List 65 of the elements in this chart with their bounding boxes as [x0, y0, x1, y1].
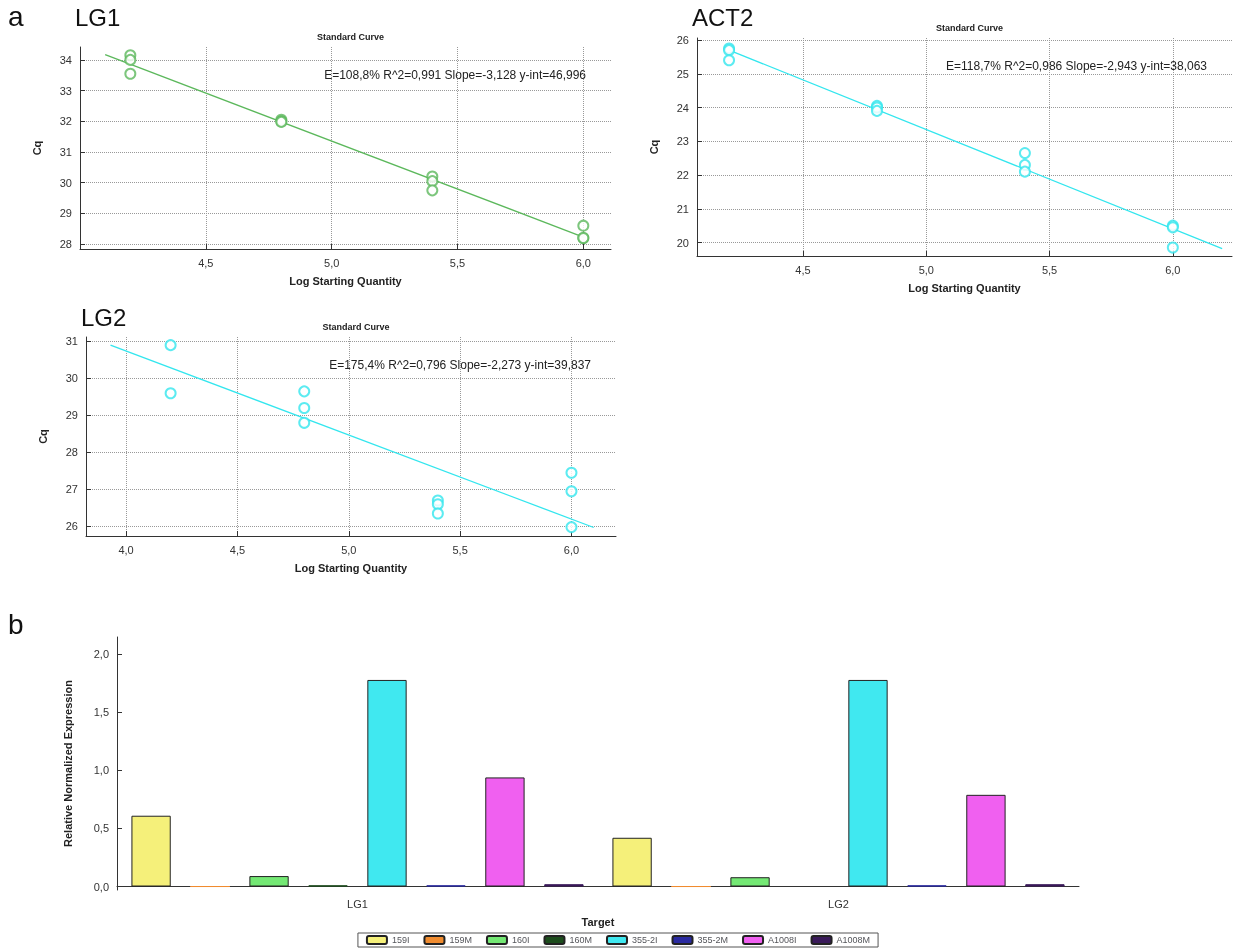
- y-tick-label: 33: [59, 84, 72, 97]
- y-axis-title: Cq: [30, 140, 43, 156]
- y-axis-title: Cq: [647, 139, 660, 155]
- x-tick-label: 4,5: [198, 256, 214, 269]
- legend-label: A1008I: [768, 935, 797, 945]
- y-tick-label: 1,5: [93, 706, 109, 719]
- chart-subtitle: Standard Curve: [316, 31, 385, 42]
- y-tick-label: 1,0: [93, 764, 109, 777]
- x-axis-title: Target: [581, 915, 615, 928]
- annotation: E=108,8% R^2=0,991 Slope=-3,128 y-int=46,996: [324, 68, 587, 82]
- y-tick-label: 31: [65, 335, 78, 348]
- legend-label: 355-2I: [631, 935, 658, 945]
- x-axis-title: Log Starting Quantity: [908, 281, 1022, 294]
- x-tick-label: 5,0: [341, 543, 357, 556]
- y-tick-label: 20: [676, 236, 689, 249]
- legend-label: 160M: [569, 935, 592, 945]
- y-tick-label: 27: [65, 483, 78, 496]
- y-tick-label: 21: [676, 202, 689, 215]
- y-tick-label: 0,0: [93, 880, 109, 893]
- y-tick-label: 26: [65, 520, 78, 533]
- y-tick-label: 23: [676, 135, 689, 148]
- y-tick-label: 25: [676, 67, 689, 80]
- x-tick-label: 5,5: [1041, 263, 1058, 276]
- y-tick-label: 34: [59, 53, 72, 66]
- y-tick-label: 30: [65, 372, 78, 385]
- y-axis-title: Cq: [36, 429, 49, 444]
- x-tick-label: 4,5: [229, 543, 246, 556]
- y-tick-label: 28: [59, 238, 72, 251]
- y-axis-title: Relative Normalized Expression: [61, 679, 74, 847]
- chart-subtitle: Standard Curve: [935, 22, 1004, 33]
- x-tick-label: 4,0: [118, 543, 134, 556]
- x-axis-title: Log Starting Quantity: [289, 274, 403, 287]
- y-tick-label: 29: [59, 207, 72, 220]
- y-tick-label: 2,0: [93, 648, 109, 661]
- y-tick-label: 22: [676, 169, 689, 182]
- annotation: E=118,7% R^2=0,986 Slope=-2,943 y-int=38,063: [946, 59, 1208, 73]
- x-tick-label: 4,5: [795, 263, 811, 276]
- legend-label: 355-2M: [697, 935, 729, 945]
- x-tick-label: 5,0: [324, 256, 340, 269]
- x-axis-title: Log Starting Quantity: [294, 561, 409, 574]
- legend-label: 160I: [511, 935, 530, 945]
- text: a: [8, 0, 24, 32]
- y-tick-label: 31: [59, 145, 72, 158]
- chart-title: ACT2: [692, 3, 754, 31]
- y-tick-label: 24: [676, 101, 689, 114]
- chart-title: LG2: [81, 303, 127, 331]
- legend-label: A1008M: [836, 935, 871, 945]
- legend-label: 159M: [449, 935, 472, 945]
- y-tick-label: 29: [65, 409, 78, 422]
- legend-label: 159I: [391, 935, 410, 945]
- chart-subtitle: Standard Curve: [322, 321, 390, 332]
- x-tick-label: 5,5: [452, 543, 468, 556]
- chart-title: LG1: [75, 3, 121, 31]
- y-tick-label: 28: [65, 446, 78, 459]
- text: b: [8, 608, 24, 640]
- annotation: E=175,4% R^2=0,796 Slope=-2,273 y-int=39,837: [329, 358, 592, 372]
- y-tick-label: 32: [59, 115, 72, 128]
- x-tick-label: 6,0: [575, 256, 591, 269]
- y-tick-label: 0,5: [93, 822, 109, 835]
- y-tick-label: 26: [676, 34, 689, 47]
- y-tick-label: 30: [59, 176, 72, 189]
- x-tick-label: 6,0: [563, 543, 580, 556]
- x-tick-label: 5,5: [449, 256, 466, 269]
- x-tick-label: 6,0: [1165, 263, 1181, 276]
- x-tick-label: 5,0: [918, 263, 934, 276]
